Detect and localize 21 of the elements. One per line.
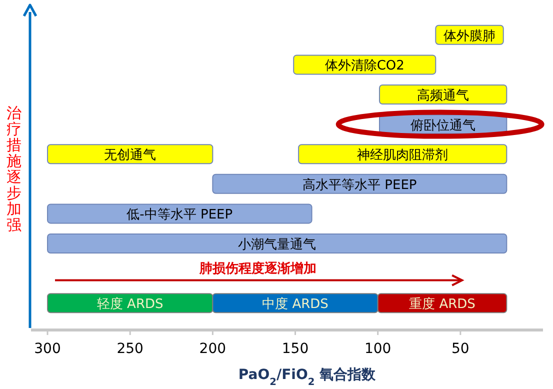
- series-label: 无创通气: [104, 148, 156, 164]
- series-label: 神经肌肉阻滞剂: [357, 147, 448, 164]
- x-tick-label: 100: [364, 341, 392, 357]
- x-tick-label: 250: [116, 341, 144, 357]
- series-label: 俯卧位通气: [410, 118, 476, 134]
- series-label: 体外清除CO2: [324, 58, 404, 74]
- x-tick-label: 50: [452, 341, 470, 357]
- series-label: 中度 ARDS: [262, 296, 328, 312]
- series-label: 低-中等水平 PEEP: [126, 208, 233, 223]
- series-label: 小潮气量通气: [238, 238, 316, 252]
- series-label: 高频通气: [417, 88, 470, 104]
- x-axis-title: PaO$_{2}$/FiO$_{2}$ 氧合指数: [238, 367, 377, 388]
- legend-label: 重度 ARDS: [409, 296, 476, 312]
- x-tick-label: 300: [34, 341, 61, 357]
- series-label: 体外膜肺: [444, 28, 496, 44]
- x-tick-label: 150: [282, 341, 309, 357]
- series-label: 轻度 ARDS: [96, 296, 164, 312]
- annotation: 肺损伤程度逐渐增加: [198, 260, 317, 276]
- y-axis-title: 治疗措施逐步加强: [6, 104, 22, 234]
- x-tick-label: 200: [199, 341, 226, 357]
- series-label: 高水平等水平 PEEP: [302, 176, 417, 193]
